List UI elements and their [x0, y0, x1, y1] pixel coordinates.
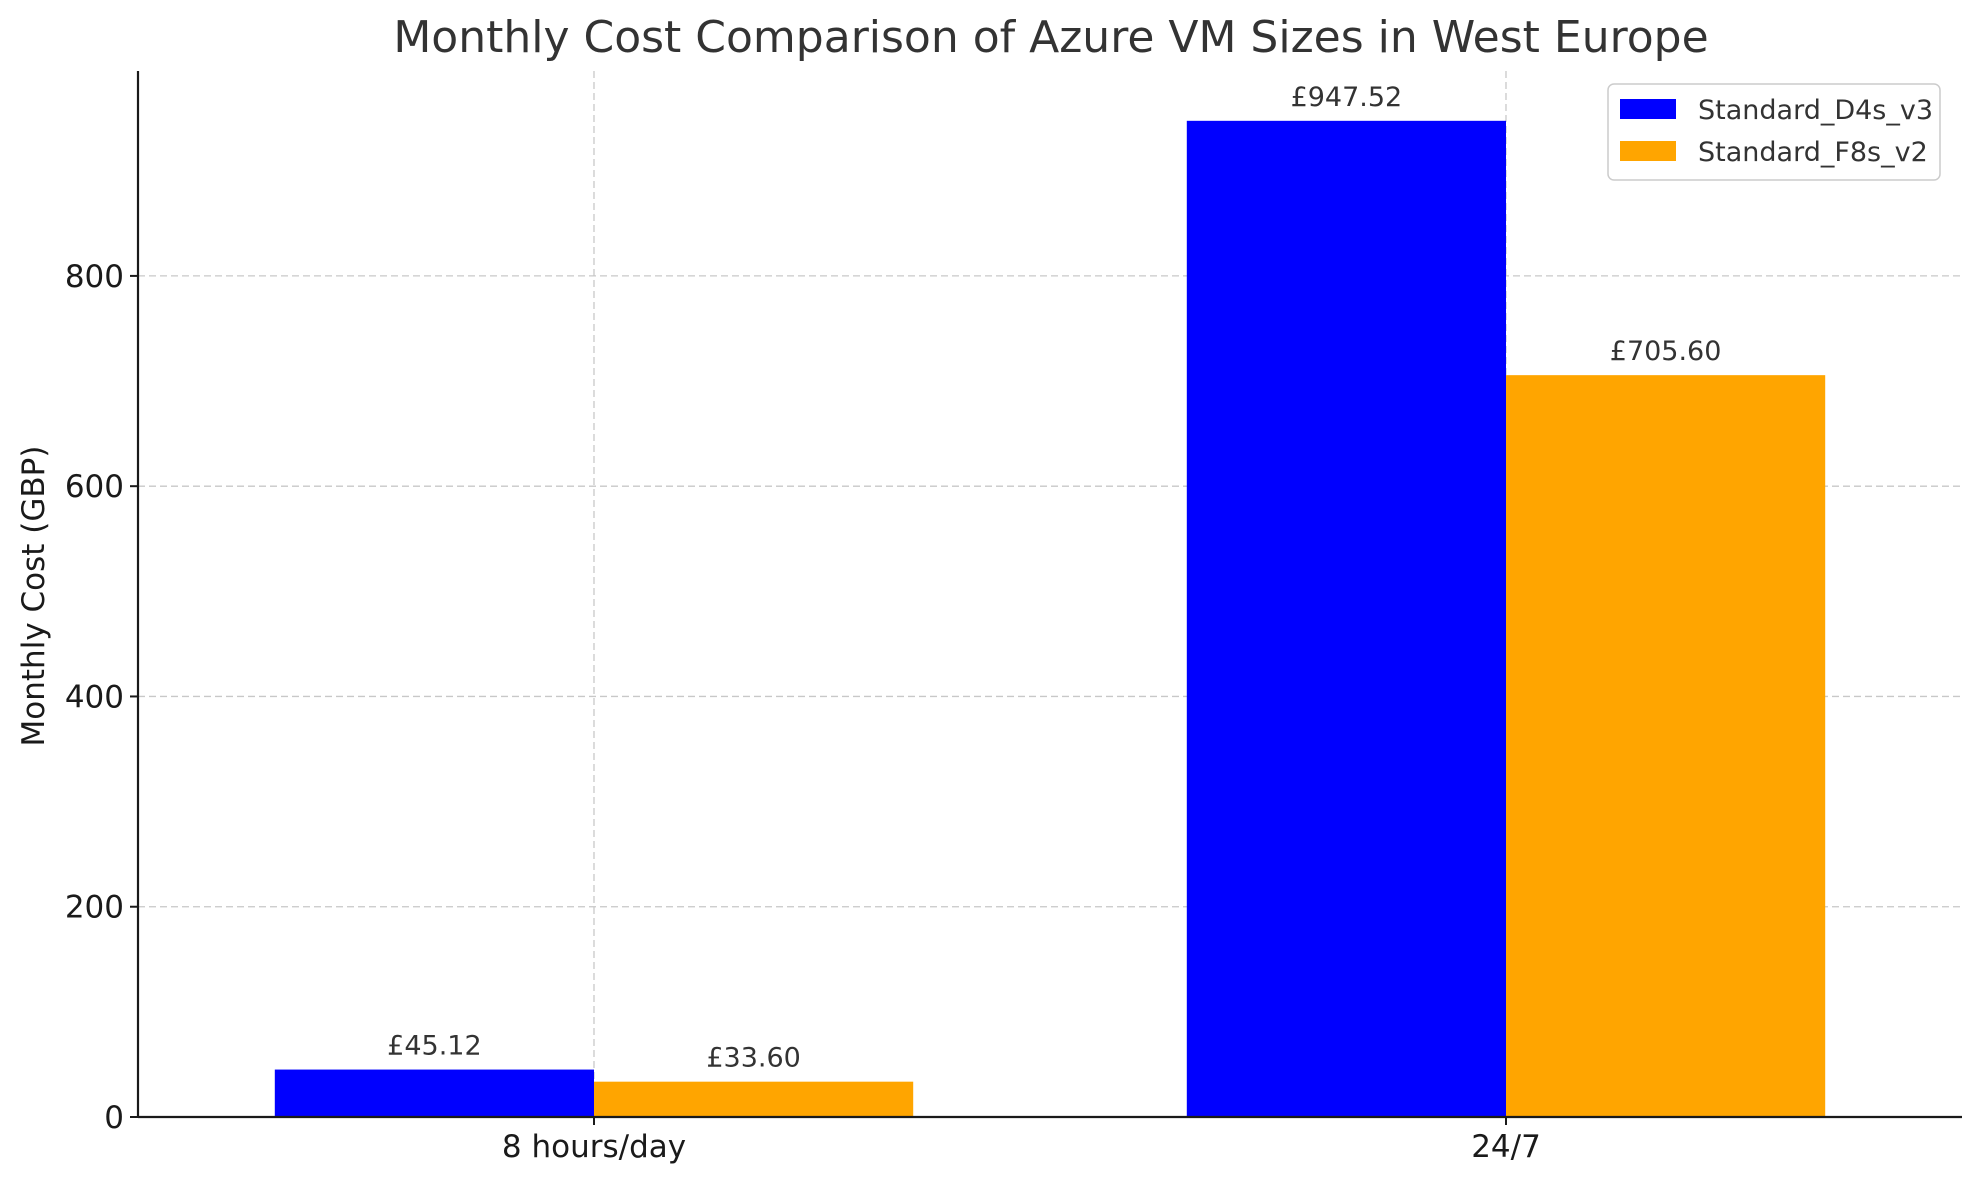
y-tick-label: 600	[65, 469, 124, 505]
y-tick-label: 400	[65, 679, 124, 715]
chart-title: Monthly Cost Comparison of Azure VM Size…	[393, 12, 1708, 63]
bar-standard-d4s-v3-24-7	[1186, 120, 1506, 1117]
legend-label-standard-d4s-v3: Standard_D4s_v3	[1698, 95, 1933, 126]
bars-layer	[274, 120, 1826, 1117]
labels-layer: £45.12 £947.52 £33.60 £705.60	[387, 82, 1721, 1074]
y-tick-label: 800	[65, 259, 124, 295]
x-tick-label-24-7: 24/7	[1471, 1129, 1541, 1165]
legend-swatch-standard-d4s-v3	[1620, 99, 1676, 119]
data-label-standard-d4s-v3-24-7: £947.52	[1291, 82, 1403, 113]
y-axis-label: Monthly Cost (GBP)	[16, 446, 52, 747]
axes-layer: 0 200 400 600 800 8 hours/day 24/7	[65, 71, 1962, 1165]
y-tick-label: 200	[65, 890, 124, 926]
x-tick-label-8-hours-day: 8 hours/day	[502, 1129, 686, 1165]
bar-standard-f8s-v2-8-hours-day	[594, 1081, 914, 1117]
bar-standard-d4s-v3-8-hours-day	[274, 1069, 594, 1117]
legend: Standard_D4s_v3 Standard_F8s_v2	[1607, 83, 1941, 181]
legend-box	[1607, 83, 1941, 181]
data-label-standard-f8s-v2-24-7: £705.60	[1610, 336, 1722, 367]
legend-swatch-standard-f8s-v2	[1620, 141, 1676, 161]
bar-standard-f8s-v2-24-7	[1506, 375, 1826, 1117]
legend-label-standard-f8s-v2: Standard_F8s_v2	[1698, 137, 1928, 168]
data-label-standard-f8s-v2-8-hours-day: £33.60	[706, 1043, 800, 1074]
data-label-standard-d4s-v3-8-hours-day: £45.12	[387, 1031, 481, 1062]
y-tick-label: 0	[104, 1100, 124, 1136]
